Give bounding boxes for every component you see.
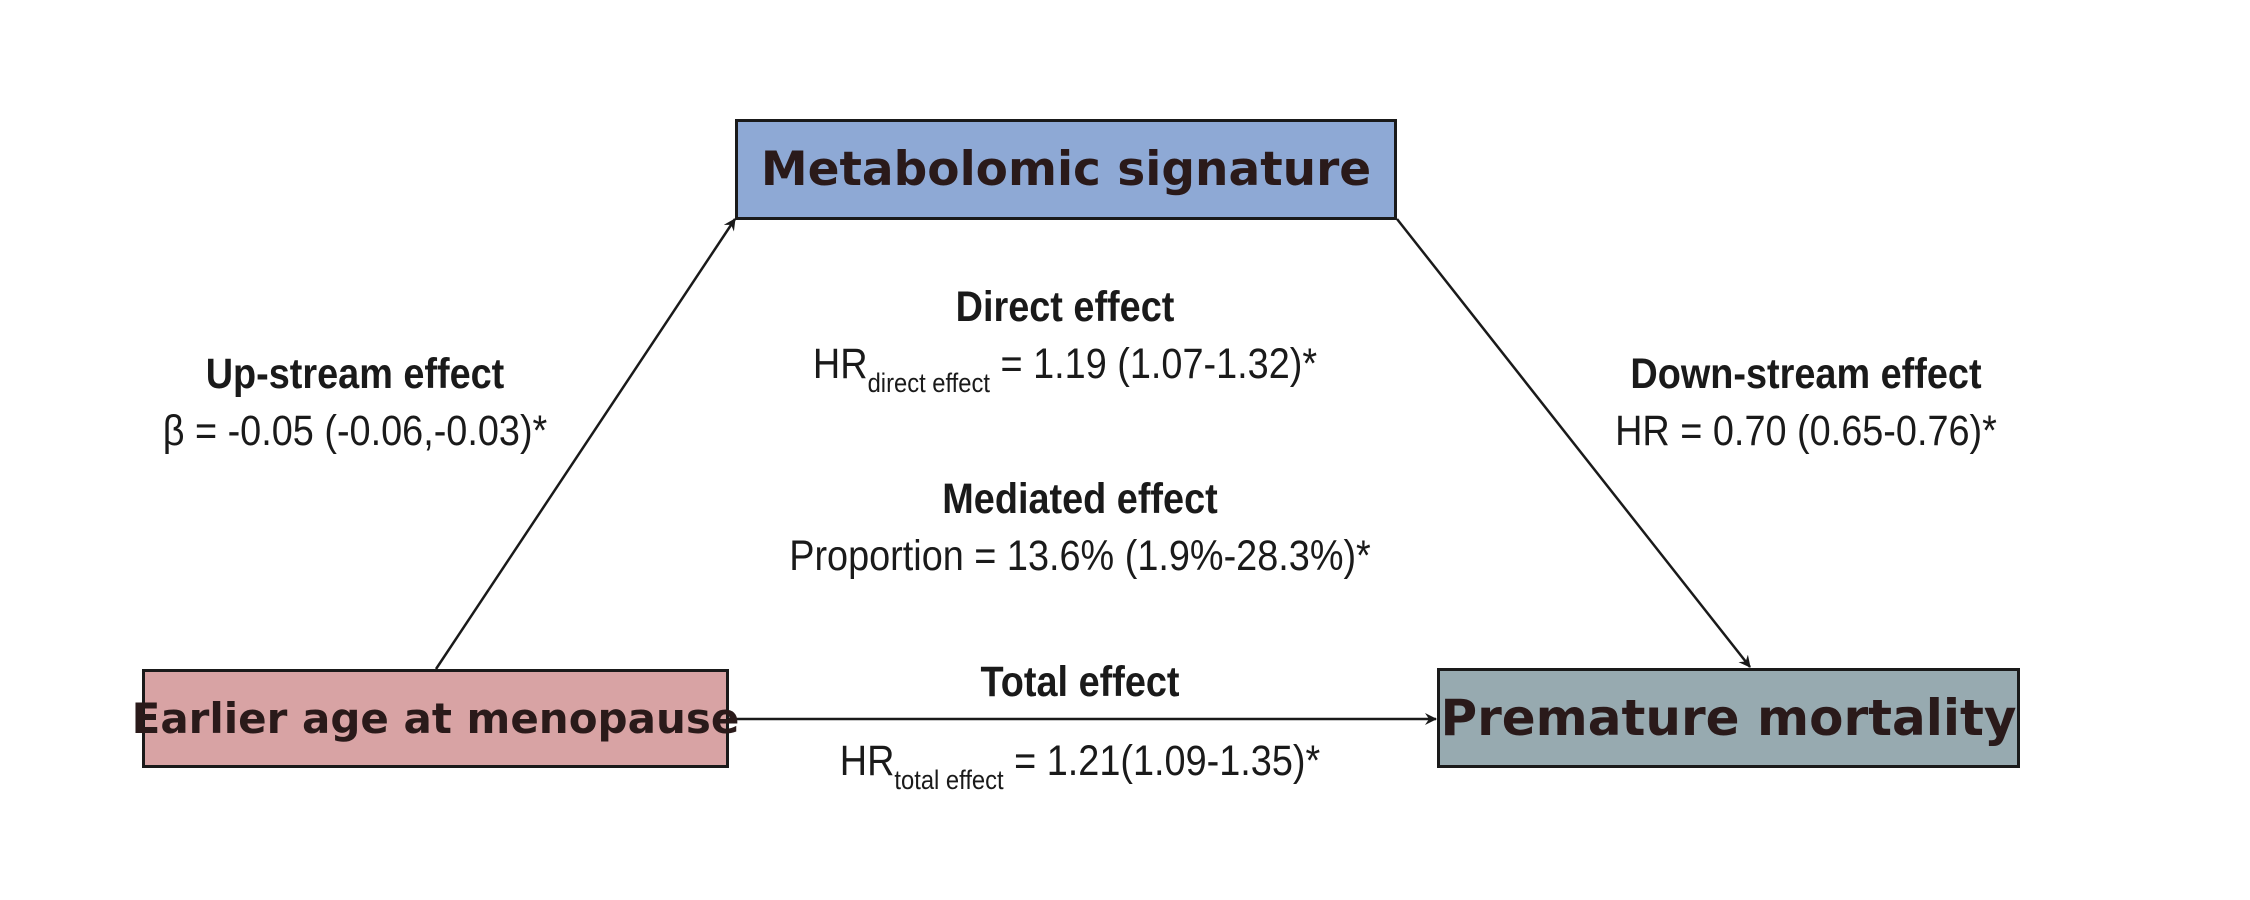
direct-effect-value: HRdirect effect = 1.19 (1.07-1.32)* (801, 340, 1329, 397)
downstream-arrow (1396, 218, 1751, 668)
direct-effect-label: Direct effect HRdirect effect = 1.19 (1.… (765, 283, 1365, 397)
total-effect-prefix: HR (839, 737, 895, 785)
exposure-box: Earlier age at menopause (132, 669, 739, 768)
total-effect-number: = 1.21(1.09-1.35)* (1003, 737, 1321, 785)
downstream-effect-value: HR = 0.70 (0.65-0.76)* (1615, 407, 1997, 455)
downstream-effect-label: Down-stream effect HR = 0.70 (0.65-0.76)… (1556, 353, 2056, 453)
direct-effect-title: Direct effect (955, 283, 1175, 331)
upstream-effect-value: β = -0.05 (-0.06,-0.03)* (162, 407, 548, 455)
outcome-box: Premature mortality (1437, 668, 2020, 768)
mediated-effect-title: Mediated effect (942, 475, 1218, 523)
mediator-box: Metabolomic signature (735, 119, 1397, 220)
upstream-arrow (434, 218, 737, 670)
total-effect-label: Total effect HRtotal effect = 1.21(1.09-… (770, 658, 1390, 794)
exposure-label: Earlier age at menopause (131, 694, 740, 743)
upstream-effect-label: Up-stream effect β = -0.05 (-0.06,-0.03)… (105, 353, 605, 453)
downstream-effect-title: Down-stream effect (1630, 350, 1982, 398)
direct-effect-prefix: HR (812, 340, 868, 388)
mediator-label: Metabolomic signature (760, 142, 1372, 197)
direct-effect-subscript: direct effect (867, 368, 990, 398)
total-effect-value: HRtotal effect = 1.21(1.09-1.35)* (807, 737, 1353, 794)
total-effect-subscript: total effect (894, 765, 1004, 795)
outcome-label: Premature mortality (1440, 689, 2017, 747)
direct-effect-number: = 1.19 (1.07-1.32)* (989, 340, 1318, 388)
mediated-effect-value: Proportion = 13.6% (1.9%-28.3%)* (789, 532, 1371, 580)
mediated-effect-label: Mediated effect Proportion = 13.6% (1.9%… (735, 478, 1425, 578)
upstream-effect-title: Up-stream effect (205, 350, 505, 398)
total-effect-title: Total effect (980, 658, 1180, 706)
